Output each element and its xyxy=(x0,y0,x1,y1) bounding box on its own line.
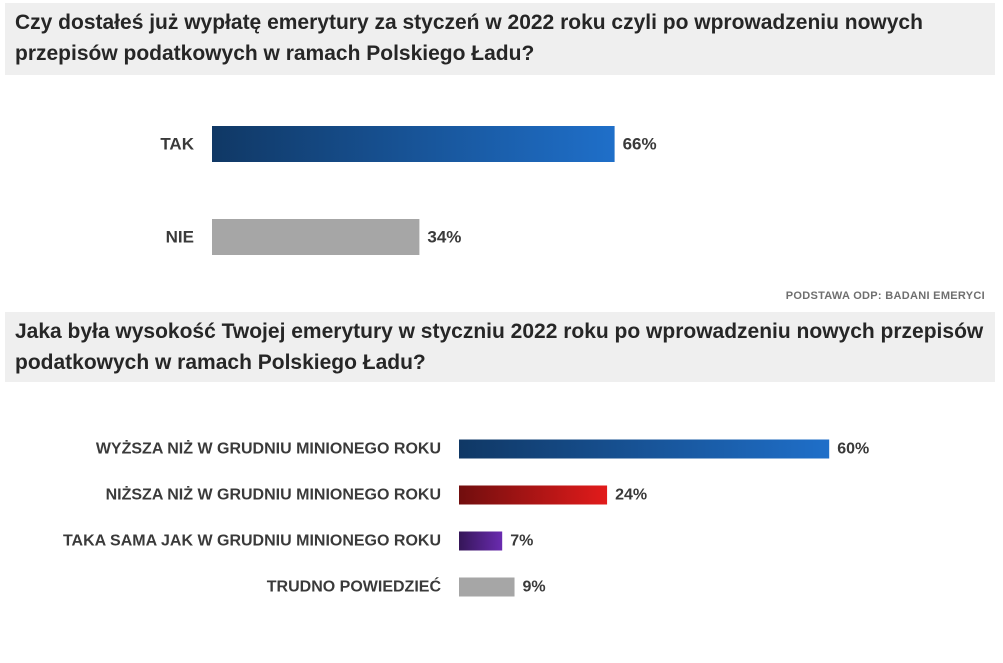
basis-note: PODSTAWA ODP: BADANI EMERYCI xyxy=(785,290,985,302)
bar-3 xyxy=(459,531,503,551)
category-label: TRUDNO POWIEDZIEĆ xyxy=(267,577,442,596)
value-label: 66% xyxy=(623,135,657,154)
bar-2 xyxy=(212,219,420,255)
question-1-title: Czy dostałeś już wypłatę emerytury za st… xyxy=(5,3,995,75)
value-label: 34% xyxy=(427,228,461,247)
category-label: NIE xyxy=(166,228,194,247)
category-label: TAK xyxy=(160,135,194,154)
value-label: 24% xyxy=(615,487,647,504)
category-label: TAKA SAMA JAK W GRUDNIU MINIONEGO ROKU xyxy=(63,533,441,550)
value-label: 60% xyxy=(837,441,869,458)
bar-1 xyxy=(212,126,615,162)
value-label: 9% xyxy=(523,579,546,596)
value-label: 7% xyxy=(510,533,533,550)
bar-2 xyxy=(459,485,608,505)
category-label: WYŻSZA NIŻ W GRUDNIU MINIONEGO ROKU xyxy=(96,440,441,458)
category-label: NIŻSZA NIŻ W GRUDNIU MINIONEGO ROKU xyxy=(106,486,441,504)
question-2-title: Jaka była wysokość Twojej emerytury w st… xyxy=(5,312,995,382)
bar-1 xyxy=(459,439,830,459)
bar-4 xyxy=(459,577,515,597)
